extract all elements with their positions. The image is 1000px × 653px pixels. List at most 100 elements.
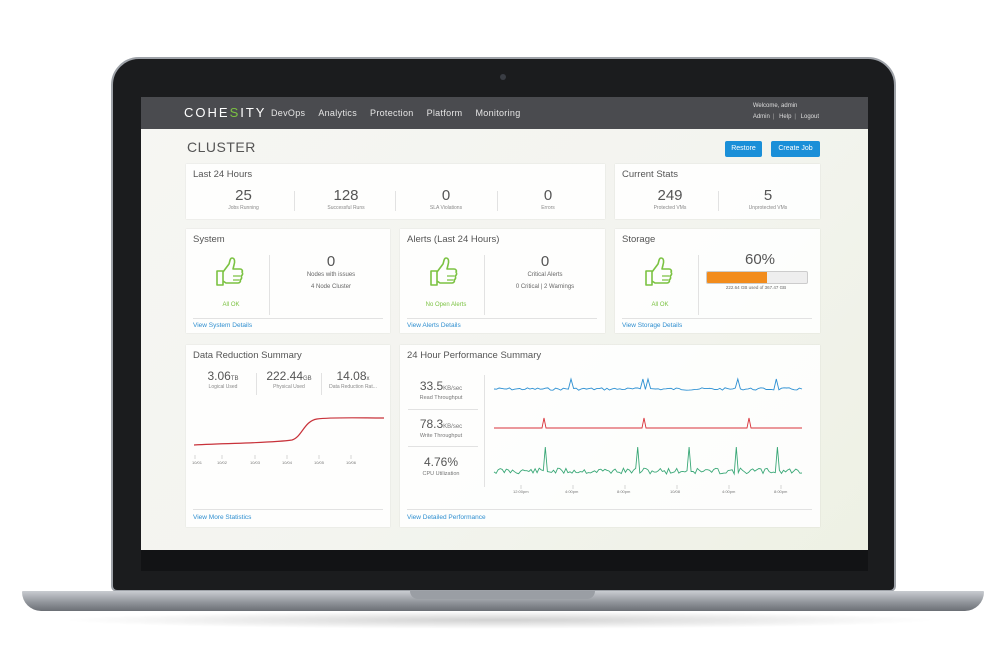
menu-analytics[interactable]: Analytics — [318, 108, 358, 118]
view-detailed-performance-link[interactable]: View Detailed Performance — [407, 514, 486, 521]
x-tick-label: 12:00pm — [513, 489, 529, 494]
divider — [269, 255, 270, 315]
logo-text-b: S — [229, 105, 241, 120]
x-tick-label: 10/08 — [670, 489, 681, 494]
errors-stat: 0 Errors — [498, 187, 598, 211]
stat-value: 0 — [543, 187, 553, 204]
logo-text-a: COHE — [184, 105, 230, 120]
logical-used-stat: 3.06TB Logical Used — [192, 369, 254, 390]
storage-percent: 60% — [744, 251, 776, 268]
divider — [718, 191, 719, 211]
write-throughput-line — [494, 417, 802, 429]
laptop-notch — [410, 591, 595, 599]
read-throughput-line — [493, 377, 803, 391]
cpu-utilization-line — [493, 446, 803, 476]
metric-unit: KB/sec — [443, 424, 463, 430]
divider — [484, 255, 485, 315]
stat-unit: GB — [303, 376, 312, 382]
view-more-statistics-link[interactable]: View More Statistics — [193, 514, 252, 521]
metric-value: 33.5 — [419, 379, 444, 393]
x-tick-label: 10/06 — [346, 460, 357, 465]
divider — [484, 375, 485, 487]
metric-label: Read Throughput — [419, 395, 463, 401]
logout-link[interactable]: Logout — [800, 114, 819, 120]
metric-value: 78.3 — [419, 417, 444, 431]
help-link[interactable]: Help — [779, 114, 792, 120]
node-cluster-label: 4 Node Cluster — [310, 284, 352, 290]
logo-text-c: ITY — [240, 105, 267, 120]
welcome-text: Welcome, admin — [752, 103, 798, 109]
reduction-line — [193, 417, 385, 446]
divider — [321, 373, 322, 395]
successful-runs-stat: 128 Successful Runs — [296, 187, 396, 211]
stat-label: Errors — [541, 205, 555, 211]
restore-button[interactable]: Restore — [725, 141, 762, 157]
system-card: System All OK 0 Nodes with issues 4 Node… — [186, 229, 390, 333]
storage-card: Storage All OK 60% 222.64 GB used of 367… — [615, 229, 820, 333]
create-job-button[interactable]: Create Job — [771, 141, 820, 157]
x-tick-label: 10/03 — [250, 460, 261, 465]
card-title: Current Stats — [622, 169, 678, 180]
stat-label: Successful Runs — [327, 205, 365, 211]
stat-value: 25 — [235, 187, 252, 204]
card-title: Data Reduction Summary — [193, 350, 302, 361]
x-tick-label: 4:00pm — [565, 489, 579, 494]
laptop-shadow — [60, 611, 940, 629]
stat-unit: TB — [230, 376, 239, 382]
menu-platform[interactable]: Platform — [426, 108, 463, 118]
view-system-details-link[interactable]: View System Details — [193, 322, 253, 329]
card-title: Storage — [622, 234, 656, 245]
x-tick-label: 10/04 — [282, 460, 293, 465]
divider — [408, 409, 478, 410]
thumbs-up-icon — [645, 257, 673, 286]
data-reduction-ratio-stat: 14.08x Data Reduction Rat... — [321, 369, 385, 390]
page-title: CLUSTER — [187, 139, 256, 155]
view-alerts-details-link[interactable]: View Alerts Details — [407, 322, 461, 329]
metric-label: CPU Utilization — [422, 471, 460, 477]
menu-monitoring[interactable]: Monitoring — [475, 108, 521, 118]
storage-progress-bar — [706, 271, 808, 284]
laptop-base — [22, 591, 984, 611]
stat-label: Jobs Running — [228, 205, 259, 211]
menu-devops[interactable]: DevOps — [271, 108, 306, 118]
divider — [407, 509, 812, 510]
stat-value: 0 — [441, 187, 451, 204]
stat-label: Protected VMs — [653, 205, 687, 211]
alerts-card: Alerts (Last 24 Hours) No Open Alerts 0 … — [400, 229, 605, 333]
admin-link[interactable]: Admin — [752, 114, 770, 120]
stat-value: 222.44 — [266, 369, 304, 383]
stat-label: Logical Used — [208, 384, 238, 390]
app-screen: COHESITY DevOps Analytics Protection Pla… — [141, 97, 868, 550]
data-reduction-card: Data Reduction Summary 3.06TB Logical Us… — [186, 345, 390, 527]
stat-label: SLA Violations — [429, 205, 463, 211]
cohesity-logo[interactable]: COHESITY — [184, 105, 266, 120]
critical-alerts-value: 0 — [540, 253, 550, 270]
view-storage-details-link[interactable]: View Storage Details — [622, 322, 683, 329]
divider — [408, 446, 478, 447]
sla-violations-stat: 0 SLA Violations — [396, 187, 496, 211]
storage-used-text: 222.64 GB used of 367.47 GB — [725, 285, 787, 290]
thumbs-up-icon — [216, 257, 244, 286]
divider — [395, 191, 396, 211]
storage-progress-fill — [707, 272, 767, 283]
system-status: All OK — [222, 302, 240, 308]
user-links: Admin | Help | Logout — [753, 112, 822, 123]
card-title: Alerts (Last 24 Hours) — [407, 234, 500, 245]
divider — [407, 318, 597, 319]
read-throughput-metric: 33.5KB/sec Read Throughput — [406, 377, 476, 401]
link-divider: | — [772, 114, 777, 120]
screen-bezel-bottom — [141, 550, 868, 571]
divider — [193, 509, 383, 510]
divider — [698, 255, 699, 315]
metric-label: Write Throughput — [419, 433, 463, 439]
card-title: System — [193, 234, 225, 245]
menu-protection[interactable]: Protection — [370, 108, 414, 118]
last-24-hours-card: Last 24 Hours 25 Jobs Running 128 Succes… — [186, 164, 605, 219]
divider — [497, 191, 498, 211]
physical-used-stat: 222.44GB Physical Used — [256, 369, 322, 390]
stat-value: 3.06 — [207, 369, 231, 383]
alerts-status: No Open Alerts — [425, 302, 467, 308]
card-title: Last 24 Hours — [193, 169, 253, 180]
stat-value: 5 — [763, 187, 773, 204]
protected-vms-stat: 249 Protected VMs — [620, 187, 720, 211]
